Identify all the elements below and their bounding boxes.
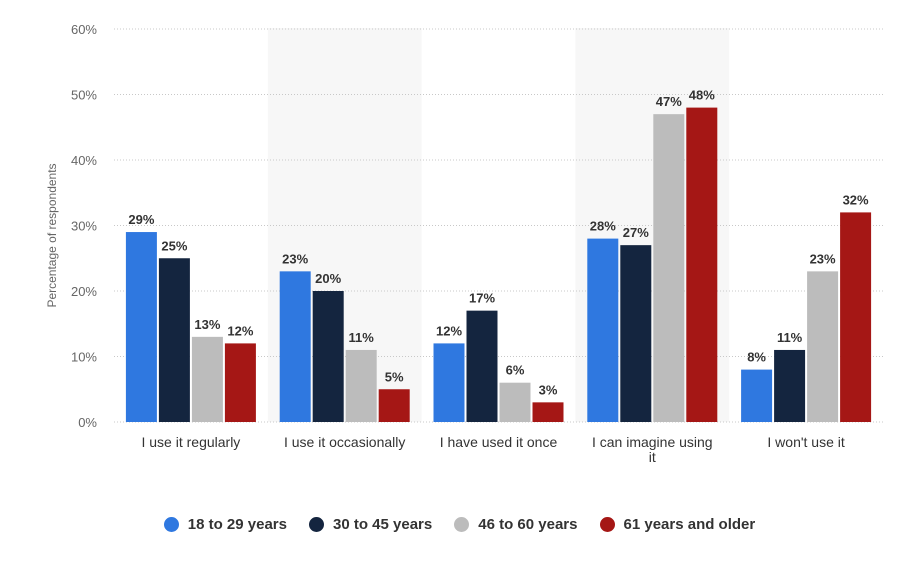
legend-label: 18 to 29 years bbox=[187, 516, 287, 533]
category-label: I won't use it bbox=[767, 434, 844, 450]
y-axis-label: Percentage of respondents bbox=[45, 163, 59, 307]
data-label: 28% bbox=[590, 219, 616, 234]
y-tick-label: 20% bbox=[71, 284, 97, 299]
data-label: 12% bbox=[436, 323, 462, 338]
bar bbox=[433, 343, 465, 422]
legend-label: 30 to 45 years bbox=[333, 516, 433, 533]
y-tick-label: 30% bbox=[71, 219, 97, 234]
gridlines bbox=[114, 28, 883, 423]
legend-item[interactable]: 46 to 60 years bbox=[454, 516, 578, 533]
bar bbox=[653, 114, 685, 423]
category-label: I use it regularly bbox=[141, 434, 240, 450]
bar bbox=[191, 336, 223, 422]
bar bbox=[532, 402, 564, 422]
legend-dot-icon bbox=[599, 517, 615, 532]
category-labels: I use it regularly I use it occasionally I… bbox=[141, 434, 844, 465]
bar bbox=[741, 369, 773, 422]
bar bbox=[840, 212, 872, 422]
data-label: 23% bbox=[810, 251, 836, 266]
legend-dot-icon bbox=[309, 517, 324, 532]
data-label: 48% bbox=[689, 88, 715, 103]
bar bbox=[807, 271, 839, 422]
data-label: 29% bbox=[128, 212, 154, 227]
legend-item[interactable]: 61 years and older bbox=[599, 516, 756, 533]
y-axis-ticks: 0% 10% 20% 30% 40% 50% 60% bbox=[71, 22, 97, 430]
y-tick-label: 0% bbox=[78, 415, 97, 430]
bar bbox=[345, 349, 377, 422]
data-label: 3% bbox=[539, 382, 558, 397]
legend: 18 to 29 years 30 to 45 years 46 to 60 yea… bbox=[0, 516, 919, 533]
bar bbox=[499, 382, 531, 422]
legend-label: 61 years and older bbox=[623, 516, 756, 533]
y-tick-label: 10% bbox=[71, 350, 97, 365]
legend-item[interactable]: 30 to 45 years bbox=[309, 516, 432, 533]
bar bbox=[587, 238, 619, 422]
bar bbox=[466, 310, 498, 422]
data-label: 27% bbox=[623, 225, 649, 240]
bar bbox=[378, 389, 410, 422]
bar bbox=[125, 232, 157, 422]
y-tick-label: 60% bbox=[71, 22, 97, 37]
data-label: 25% bbox=[161, 238, 187, 253]
category-label: I have used it once bbox=[440, 434, 558, 450]
data-label: 32% bbox=[843, 192, 869, 207]
y-tick-label: 40% bbox=[71, 153, 97, 168]
data-labels: 29% 25% 13% 12% 23% 20% 11% 5% 12% 17% 6% 3% 28% 27% 4… bbox=[128, 88, 869, 398]
bar bbox=[686, 107, 718, 422]
data-label: 5% bbox=[385, 369, 404, 384]
data-label: 47% bbox=[656, 94, 682, 109]
y-tick-label: 50% bbox=[71, 88, 97, 103]
bar bbox=[312, 291, 344, 422]
legend-dot-icon bbox=[454, 517, 470, 532]
category-label: I use it occasionally bbox=[284, 434, 405, 450]
data-label: 8% bbox=[747, 350, 766, 365]
data-label: 11% bbox=[777, 330, 803, 345]
data-label: 6% bbox=[506, 363, 525, 378]
legend-item[interactable]: 18 to 29 years bbox=[163, 516, 287, 533]
data-label: 23% bbox=[282, 251, 308, 266]
bar bbox=[774, 349, 806, 422]
bar bbox=[158, 258, 190, 422]
bar bbox=[224, 343, 256, 422]
bars bbox=[125, 107, 872, 423]
legend-label: 46 to 60 years bbox=[478, 516, 578, 533]
bar-chart-svg: 0% 10% 20% 30% 40% 50% 60% Percentage of respo… bbox=[45, 22, 883, 465]
data-label: 20% bbox=[315, 271, 341, 286]
data-label: 12% bbox=[227, 323, 253, 338]
category-label: I can imagine using it bbox=[592, 434, 713, 465]
legend-dot-icon bbox=[163, 517, 179, 532]
bar bbox=[620, 245, 652, 422]
data-label: 11% bbox=[349, 330, 375, 345]
bar bbox=[279, 271, 311, 422]
data-label: 13% bbox=[194, 317, 220, 332]
data-label: 17% bbox=[469, 291, 495, 306]
